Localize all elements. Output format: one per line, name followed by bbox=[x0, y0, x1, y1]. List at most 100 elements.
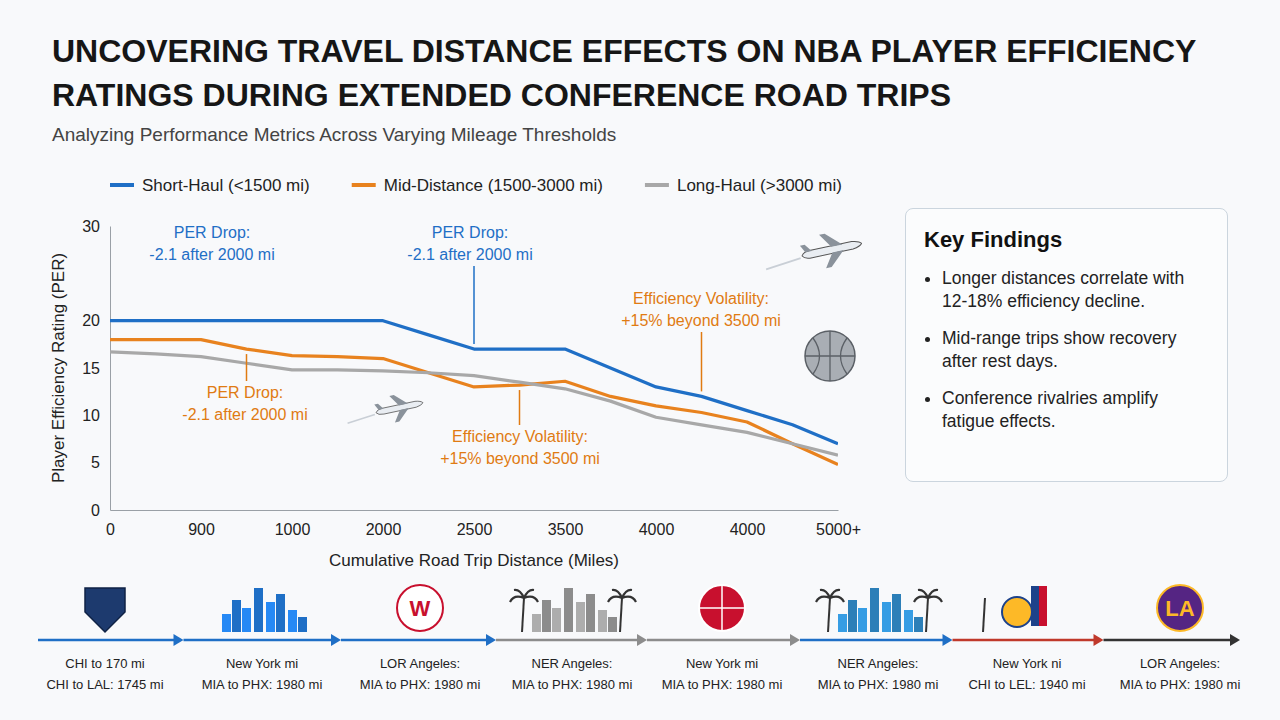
building bbox=[858, 608, 867, 632]
league-logo-part bbox=[1039, 586, 1047, 626]
x-tick-label: 4000 bbox=[639, 521, 675, 538]
building bbox=[870, 588, 879, 632]
timeline-segment bbox=[647, 639, 792, 642]
building bbox=[914, 617, 923, 632]
timeline-arrow bbox=[486, 634, 496, 646]
timeline-segment bbox=[341, 639, 488, 642]
ball bbox=[805, 331, 855, 381]
x-tick-label: 1000 bbox=[275, 521, 311, 538]
building bbox=[532, 614, 541, 632]
annotation-leader bbox=[246, 354, 248, 381]
timeline-arrow bbox=[1094, 634, 1104, 646]
route-timeline: CHI to 170 mi CHI to LAL: 1745 mi New York… bbox=[38, 585, 1240, 692]
plane-tail bbox=[374, 403, 383, 411]
shield-icon bbox=[85, 588, 125, 632]
plane-wing bbox=[389, 393, 411, 423]
y-tick: 30 bbox=[82, 218, 110, 235]
title: UNCOVERING TRAVEL DISTANCE EFFECTS ON NB… bbox=[52, 33, 1196, 113]
x-tick-label: 0 bbox=[106, 521, 115, 538]
building bbox=[838, 614, 847, 632]
x-axis-title: Cumulative Road Trip Distance (Miles) bbox=[329, 551, 619, 570]
plane-tail bbox=[800, 244, 812, 254]
palm-trunk bbox=[522, 598, 524, 632]
league-logo bbox=[1031, 586, 1047, 626]
key-findings-list: Longer distances correlate with 12-18% e… bbox=[924, 267, 1209, 434]
route-distance: CHI to LEL: 1940 mi bbox=[968, 677, 1085, 692]
key-findings-panel: Key FindingsLonger distances correlate w… bbox=[905, 208, 1228, 482]
x-tick-label: 2000 bbox=[366, 521, 402, 538]
x-tick: 5000+ bbox=[816, 510, 861, 538]
x-tick-label: 5000+ bbox=[816, 521, 861, 538]
building bbox=[598, 610, 607, 632]
route-city: LOR Angeles: bbox=[380, 656, 460, 671]
annotation-text: -2.1 after 2000 mi bbox=[182, 406, 307, 423]
annotation-text: +15% beyond 3500 mi bbox=[440, 450, 600, 467]
palm-leaves bbox=[914, 590, 942, 602]
palm-trunk bbox=[620, 598, 622, 632]
route-distance: CHI to LAL: 1745 mi bbox=[46, 677, 163, 692]
plane-wing bbox=[819, 231, 847, 269]
timeline-segment bbox=[1104, 639, 1233, 642]
x-tick-label: 3500 bbox=[548, 521, 584, 538]
timeline-arrow bbox=[331, 634, 341, 646]
route-city: New York mi bbox=[226, 656, 298, 671]
skyline-icon bbox=[510, 588, 636, 632]
timeline-segment bbox=[38, 639, 176, 642]
y-tick-label: 15 bbox=[82, 360, 100, 377]
legend-label: Short-Haul (<1500 mi) bbox=[142, 176, 310, 195]
key-finding: Mid-range trips show recovery after rest… bbox=[942, 327, 1209, 373]
y-tick-label: 20 bbox=[82, 312, 100, 329]
route-city: New York ni bbox=[993, 656, 1062, 671]
annotation-text: PER Drop: bbox=[432, 224, 508, 241]
annotation-text: PER Drop: bbox=[174, 224, 250, 241]
y-axis-line bbox=[110, 227, 111, 511]
x-tick: 2000 bbox=[366, 510, 402, 538]
logo-circle bbox=[699, 585, 745, 631]
route-city: NER Angeles: bbox=[532, 656, 613, 671]
palm-leaves bbox=[510, 590, 538, 602]
x-tick: 1000 bbox=[275, 510, 311, 538]
plane-trail bbox=[765, 258, 801, 269]
building bbox=[254, 588, 263, 632]
building bbox=[586, 594, 595, 632]
timeline-segment bbox=[800, 639, 945, 642]
team-logo: W bbox=[397, 585, 443, 631]
plane-icon bbox=[344, 389, 426, 432]
y-tick: 20 bbox=[82, 312, 110, 329]
route-city: CHI to 170 mi bbox=[65, 656, 145, 671]
x-axis: 09001000200025003500400040005000+ bbox=[106, 510, 861, 538]
x-tick: 900 bbox=[188, 510, 215, 538]
annotation-leader bbox=[473, 266, 475, 344]
skyline-icon bbox=[816, 588, 942, 632]
building bbox=[222, 614, 231, 632]
route-city: New York mi bbox=[686, 656, 758, 671]
x-tick-label: 2500 bbox=[457, 521, 493, 538]
building bbox=[882, 602, 891, 632]
y-tick-label: 30 bbox=[82, 218, 100, 235]
league-icons bbox=[983, 586, 1047, 632]
route-distance: MIA to PHX: 1980 mi bbox=[360, 677, 481, 692]
logo-circle bbox=[1157, 585, 1203, 631]
y-axis-title: Player Efficiency Rating (PER) bbox=[49, 253, 68, 483]
x-tick-label: 900 bbox=[188, 521, 215, 538]
logo-lines bbox=[699, 585, 745, 631]
timeline-segment bbox=[953, 639, 1096, 642]
building bbox=[564, 588, 573, 632]
route-distance: MIA to PHX: 1980 mi bbox=[512, 677, 633, 692]
background bbox=[0, 0, 1280, 720]
timeline-segment bbox=[496, 639, 639, 642]
palm-trunk bbox=[828, 598, 830, 632]
shield bbox=[85, 588, 125, 632]
x-tick: 0 bbox=[106, 510, 115, 538]
annotation-leader bbox=[519, 390, 521, 425]
annotation-text: Efficiency Volatility: bbox=[452, 428, 588, 445]
annotation-text: -2.1 after 2000 mi bbox=[149, 246, 274, 263]
legend-swatch bbox=[645, 183, 669, 187]
y-tick-label: 0 bbox=[91, 502, 100, 519]
building bbox=[298, 617, 307, 632]
annotation-text: +15% beyond 3500 mi bbox=[621, 312, 781, 329]
title-line: RATINGS DURING EXTENDED CONFERENCE ROAD … bbox=[52, 77, 951, 113]
route-city: LOR Angeles: bbox=[1140, 656, 1220, 671]
building bbox=[892, 594, 901, 632]
building bbox=[242, 608, 251, 632]
